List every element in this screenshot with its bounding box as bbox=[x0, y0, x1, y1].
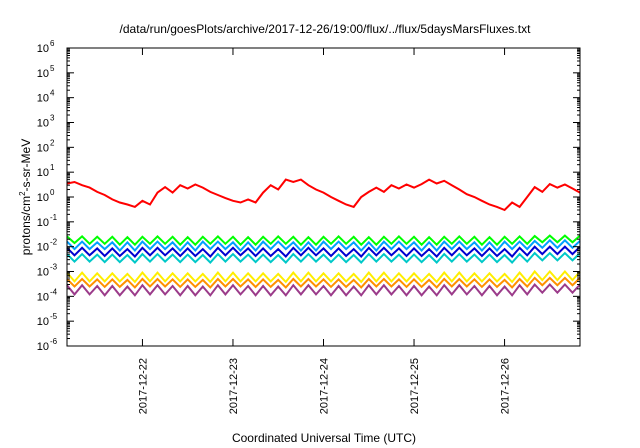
series-layer bbox=[66, 178, 581, 297]
y-axis-label-suffix: -s-sr-MeV bbox=[19, 139, 33, 192]
series-line bbox=[66, 234, 581, 247]
x-tick-label: 2017-12-22 bbox=[137, 358, 149, 414]
series-line bbox=[66, 276, 581, 289]
y-tick-label: 10 bbox=[37, 316, 49, 328]
y-tick-exponent: 4 bbox=[50, 89, 55, 98]
y-tick-label: 10 bbox=[37, 217, 49, 229]
y-axis: 10 -610 -510 -410 -310 -210 -110 010 110 210 310 41… bbox=[37, 39, 580, 353]
x-tick-label: 2017-12-25 bbox=[409, 358, 421, 414]
y-tick-label: 10 bbox=[37, 43, 49, 55]
x-axis: 2017-12-22 2017-12-23 2017-12-24 2017-12-25… bbox=[137, 48, 512, 414]
y-tick-exponent: -5 bbox=[50, 312, 58, 321]
y-tick-label: 10 bbox=[37, 68, 49, 80]
y-tick-exponent: 0 bbox=[50, 188, 55, 197]
chart-title: /data/run/goesPlots/archive/2017-12-26/1… bbox=[120, 22, 532, 36]
y-tick-exponent: -4 bbox=[50, 287, 58, 296]
series-line bbox=[66, 251, 581, 264]
y-tick-exponent: 3 bbox=[50, 114, 55, 123]
y-tick-exponent: 6 bbox=[50, 39, 55, 48]
x-tick-label: 2017-12-23 bbox=[228, 358, 240, 414]
series-line bbox=[66, 269, 581, 284]
series-line bbox=[66, 238, 581, 253]
y-tick-exponent: 2 bbox=[50, 138, 55, 147]
y-axis-label-prefix: protons/cm bbox=[19, 196, 33, 255]
y-tick-exponent: -2 bbox=[50, 238, 58, 247]
x-tick-label: 2017-12-24 bbox=[319, 358, 331, 414]
x-axis-label: Coordinated Universal Time (UTC) bbox=[232, 431, 416, 445]
y-tick-label: 10 bbox=[37, 192, 49, 204]
series-line bbox=[66, 178, 581, 212]
y-tick-label: 10 bbox=[37, 341, 49, 353]
y-tick-label: 10 bbox=[37, 291, 49, 303]
series-line bbox=[66, 245, 581, 258]
y-tick-exponent: 1 bbox=[50, 163, 55, 172]
x-tick-label: 2017-12-26 bbox=[500, 358, 512, 414]
y-axis-label: protons/cm2-s-sr-MeV bbox=[18, 139, 33, 255]
y-tick-exponent: 5 bbox=[50, 64, 55, 73]
y-tick-label: 10 bbox=[37, 142, 49, 154]
y-tick-label: 10 bbox=[37, 267, 49, 279]
y-tick-exponent: -3 bbox=[50, 263, 58, 272]
y-tick-label: 10 bbox=[37, 167, 49, 179]
y-tick-exponent: -6 bbox=[50, 337, 58, 346]
y-tick-exponent: -1 bbox=[50, 213, 58, 222]
y-tick-label: 10 bbox=[37, 118, 49, 130]
y-axis-label-superscript: 2 bbox=[18, 191, 27, 196]
y-tick-label: 10 bbox=[37, 93, 49, 105]
series-line bbox=[66, 282, 581, 297]
y-tick-label: 10 bbox=[37, 242, 49, 254]
